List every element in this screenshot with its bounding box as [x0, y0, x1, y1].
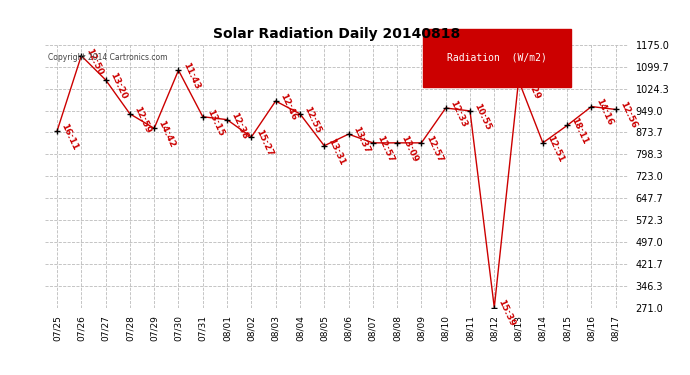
Text: 12:51: 12:51 — [545, 134, 566, 164]
Text: 13:37: 13:37 — [351, 125, 371, 155]
Text: 10:55: 10:55 — [473, 102, 493, 132]
Text: 12:33: 12:33 — [448, 99, 469, 129]
Text: 12:38: 12:38 — [230, 111, 250, 140]
Text: 14:42: 14:42 — [157, 119, 177, 149]
Title: Solar Radiation Daily 20140818: Solar Radiation Daily 20140818 — [213, 27, 460, 41]
Text: 15:39: 15:39 — [497, 298, 517, 328]
Text: 11:43: 11:43 — [181, 61, 201, 91]
Text: 13:09: 13:09 — [400, 134, 420, 164]
Text: 13:31: 13:31 — [326, 137, 347, 166]
Text: 18:11: 18:11 — [570, 116, 590, 146]
Text: 12:46: 12:46 — [278, 92, 298, 122]
Text: 12:57: 12:57 — [375, 134, 395, 164]
Text: Radiation  (W/m2): Radiation (W/m2) — [447, 53, 547, 63]
Text: 12:59: 12:59 — [132, 105, 152, 135]
Text: 13:20: 13:20 — [108, 71, 128, 100]
Text: 15:27: 15:27 — [254, 128, 274, 158]
Text: 12:55: 12:55 — [302, 105, 323, 135]
Text: 16:11: 16:11 — [59, 122, 79, 152]
Text: 12:57: 12:57 — [424, 134, 444, 164]
Text: 12:56: 12:56 — [618, 100, 638, 130]
Text: 12:50: 12:50 — [83, 47, 104, 76]
Text: Copyright 2014 Cartronics.com: Copyright 2014 Cartronics.com — [48, 53, 167, 62]
Text: 13:15: 13:15 — [205, 108, 226, 138]
Text: 12:29: 12:29 — [521, 71, 542, 101]
Text: 14:16: 14:16 — [594, 98, 614, 128]
